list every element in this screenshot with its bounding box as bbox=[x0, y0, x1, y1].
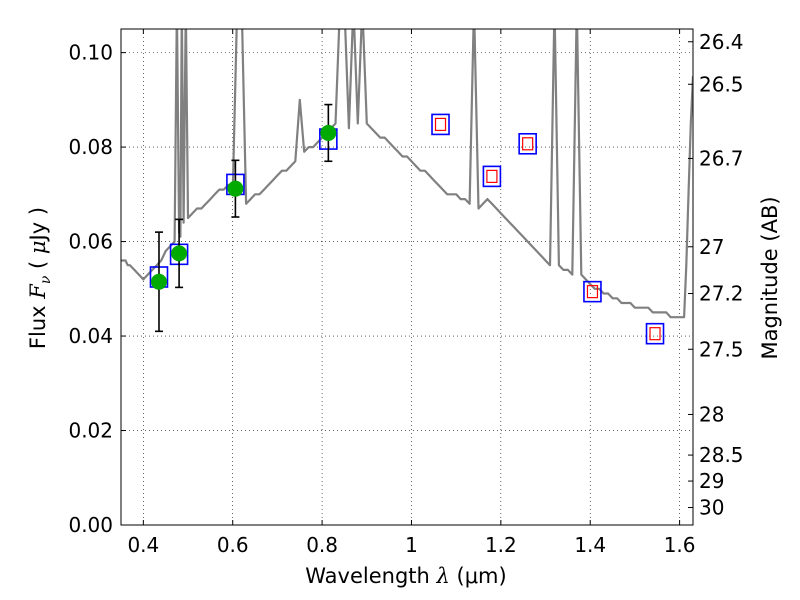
x-tick-label: 0.4 bbox=[127, 533, 159, 557]
magnitude-tick-label: 28 bbox=[699, 402, 724, 426]
predicted-point-square bbox=[482, 165, 502, 188]
magnitude-tick-label: 29 bbox=[699, 469, 724, 493]
sed-curve-layer bbox=[121, 29, 693, 319]
x-tick-label: 1.4 bbox=[574, 533, 606, 557]
markers-layer bbox=[149, 103, 665, 345]
y-tick-label: 0.06 bbox=[68, 230, 113, 254]
magnitude-tick-label: 26.4 bbox=[699, 30, 744, 54]
sed-model-curve bbox=[121, 29, 693, 319]
y-tick-label: 0.00 bbox=[68, 513, 113, 537]
predicted-point-square bbox=[645, 322, 665, 345]
x-tick-label: 1.2 bbox=[485, 533, 517, 557]
y-axis-right-label: Magnitude (AB) bbox=[758, 196, 782, 359]
x-tick-label: 1.6 bbox=[664, 533, 696, 557]
y-tick-label: 0.04 bbox=[68, 324, 113, 348]
magnitude-tick-label: 27.2 bbox=[699, 282, 744, 306]
magnitude-tick-label: 28.5 bbox=[699, 443, 744, 467]
predicted-point-square bbox=[518, 132, 537, 155]
observed-point bbox=[171, 245, 188, 262]
magnitude-tick-label: 26.7 bbox=[699, 146, 744, 170]
y-tick-label: 0.08 bbox=[68, 135, 113, 159]
predicted-point-inner bbox=[434, 117, 447, 132]
x-tick-label: 0.8 bbox=[306, 533, 338, 557]
y-axis-label: Flux Fν ( μJy ) bbox=[26, 207, 54, 349]
magnitude-tick-label: 30 bbox=[699, 496, 724, 520]
observed-point bbox=[150, 273, 167, 290]
predicted-point-inner bbox=[486, 169, 498, 183]
x-axis-label: Wavelength λ (μm) bbox=[305, 564, 506, 588]
magnitude-tick-label: 27.5 bbox=[699, 337, 744, 361]
magnitude-tick-label: 27 bbox=[699, 235, 724, 259]
observed-point bbox=[227, 180, 244, 197]
grid bbox=[121, 29, 693, 526]
x-tick-label: 0.6 bbox=[217, 533, 249, 557]
predicted-point-inner bbox=[522, 137, 534, 151]
predicted-point-inner bbox=[649, 327, 661, 341]
predicted-point-inner bbox=[586, 285, 599, 299]
y-tick-label: 0.02 bbox=[68, 419, 113, 443]
predicted-point-square bbox=[583, 280, 602, 303]
observed-point bbox=[320, 124, 337, 141]
magnitude-tick-label: 26.5 bbox=[699, 72, 744, 96]
ticks-layer: 0.4 0.6 0.8 1 1.2 1.4 1.6 0.00 0.02 0.04 0.06 0.08 0… bbox=[68, 29, 744, 557]
x-tick-label: 1 bbox=[405, 533, 418, 557]
predicted-point-square bbox=[431, 113, 450, 136]
plot-frame bbox=[120, 28, 694, 526]
y-tick-label: 0.10 bbox=[68, 41, 113, 65]
